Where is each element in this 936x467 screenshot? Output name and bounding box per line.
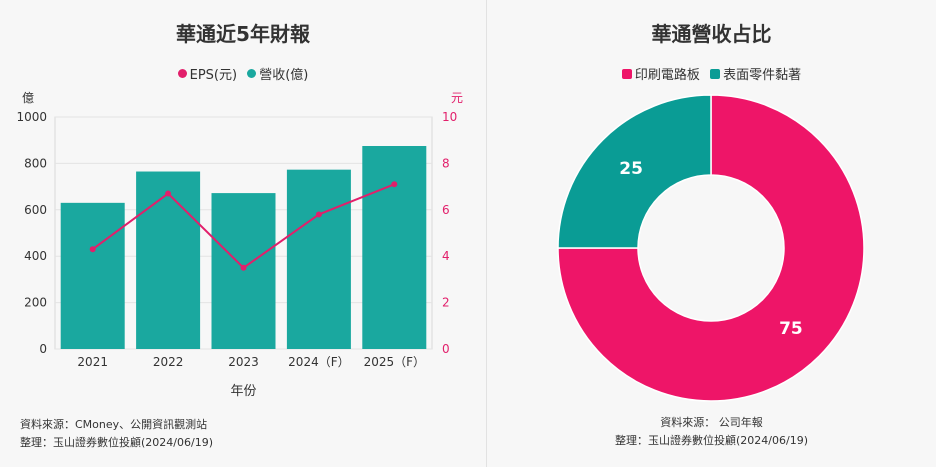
donut-slice	[557, 94, 865, 402]
y-left-tick-label: 1000	[16, 110, 47, 124]
donut-slice-label: 75	[779, 319, 803, 339]
x-tick-label: 2022	[153, 355, 184, 369]
revenue-share-legend: 印刷電路板 表面零件黏著	[487, 64, 936, 83]
revenue-share-source-line2: 整理：玉山證券數位投顧(2024/06/19)	[615, 434, 808, 447]
legend-item-smt: 表面零件黏著	[710, 64, 801, 83]
x-tick-label: 2021	[77, 355, 108, 369]
y-left-tick-label: 200	[24, 296, 47, 310]
panel-divider	[486, 0, 487, 467]
eps-point	[240, 264, 247, 271]
financials-title: 華通近5年財報	[176, 22, 310, 46]
financials-source-line2: 整理：玉山證券數位投顧(2024/06/19)	[20, 436, 213, 449]
revenue-share-chart: 75 25	[557, 94, 865, 402]
y-left-tick-label: 600	[24, 203, 47, 217]
revenue-bar	[60, 202, 125, 349]
financials-source-line1: 資料來源：CMoney、公開資訊觀測站	[20, 418, 208, 431]
revenue-bar	[211, 193, 276, 349]
legend-label-pcb: 印刷電路板	[634, 68, 700, 83]
legend-item-pcb: 印刷電路板	[621, 64, 700, 83]
eps-point	[391, 181, 398, 188]
legend-label-eps: EPS(元)	[189, 68, 238, 83]
legend-item-eps: EPS(元)	[177, 64, 238, 83]
legend-swatch-revenue	[247, 69, 257, 78]
legend-label-revenue: 營收(億)	[259, 68, 309, 83]
y-right-tick-label: 6	[442, 203, 450, 217]
legend-swatch-eps	[177, 69, 187, 78]
y-left-unit: 億	[22, 91, 35, 105]
legend-label-smt: 表面零件黏著	[723, 68, 802, 83]
financials-chart: 0 200 400 600 800 1000 0 2 4 6 8 10 2021 2022 2023 2024…	[16, 110, 457, 399]
eps-point	[89, 246, 96, 253]
revenue-share-source-line1: 資料來源： 公司年報	[660, 416, 763, 429]
x-tick-label: 2023	[228, 355, 259, 369]
y-right-tick-label: 10	[442, 110, 457, 124]
donut-slice-label: 25	[619, 159, 643, 179]
x-tick-label: 2025（F）	[364, 355, 425, 369]
donut-slice	[557, 94, 712, 249]
revenue-share-panel: 華通營收占比 印刷電路板 表面零件黏著 75 25 資料來源： 公司年報 整理：玉…	[487, 0, 936, 467]
y-right-tick-label: 0	[442, 342, 450, 356]
eps-point	[315, 211, 322, 218]
financials-panel: 華通近5年財報 EPS(元) 營收(億) 億 元 0 200 400 600 800 10…	[0, 22, 486, 452]
financials-legend: EPS(元) 營收(億)	[0, 64, 486, 83]
financials-source: 資料來源：CMoney、公開資訊觀測站 整理：玉山證券數位投顧(2024/06/…	[20, 416, 213, 452]
y-left-tick-label: 400	[24, 249, 47, 263]
y-right-tick-label: 2	[442, 296, 450, 310]
y-left-tick-label: 0	[39, 342, 47, 356]
legend-swatch-pcb	[621, 68, 632, 79]
eps-point	[165, 190, 172, 197]
revenue-share-title: 華通營收占比	[651, 22, 772, 46]
y-right-unit: 元	[451, 91, 464, 105]
legend-swatch-smt	[710, 68, 721, 79]
revenue-share-source: 資料來源： 公司年報 整理：玉山證券數位投顧(2024/06/19)	[487, 414, 936, 450]
revenue-bar	[362, 146, 427, 349]
y-right-tick-label: 4	[442, 249, 450, 263]
y-right-tick-label: 8	[442, 156, 450, 170]
x-axis-title: 年份	[230, 384, 256, 399]
x-tick-label: 2024（F）	[288, 355, 349, 369]
revenue-bar	[286, 169, 351, 349]
revenue-bar	[136, 171, 201, 349]
legend-item-revenue: 營收(億)	[247, 64, 308, 83]
y-left-tick-label: 800	[24, 156, 47, 170]
